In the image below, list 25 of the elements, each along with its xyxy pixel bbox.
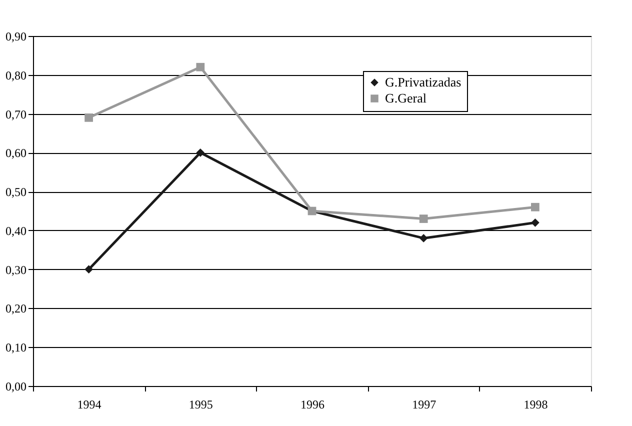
y-tick-label: 0,90	[6, 30, 26, 44]
x-tick-label: 1998	[524, 398, 548, 412]
legend-label: G.Privatizadas	[385, 74, 462, 90]
point	[531, 218, 540, 227]
y-tick-label: 0,40	[6, 224, 26, 238]
y-tick-label: 0,70	[6, 107, 26, 122]
point	[531, 202, 540, 212]
point	[196, 62, 205, 72]
y-tick-label: 0,00	[6, 380, 26, 394]
point	[419, 234, 428, 242]
point	[419, 214, 428, 223]
x-tick-label: 1996	[300, 398, 324, 412]
y-tick-label: 0,30	[6, 262, 26, 277]
y-tick-label: 0,10	[6, 340, 26, 355]
y-tick-label: 0,60	[6, 146, 26, 160]
y-tick-label: 0,20	[6, 302, 26, 316]
x-tick-label: 1994	[77, 398, 102, 412]
legend-label: G.Geral	[385, 90, 427, 106]
x-tick-label: 1997	[412, 398, 436, 412]
x-tick-label: 1995	[188, 398, 213, 412]
point	[84, 113, 93, 122]
point	[84, 265, 93, 274]
point	[196, 148, 205, 157]
y-tick-label: 0,80	[6, 68, 26, 82]
y-tick-label: 0,50	[6, 185, 26, 200]
